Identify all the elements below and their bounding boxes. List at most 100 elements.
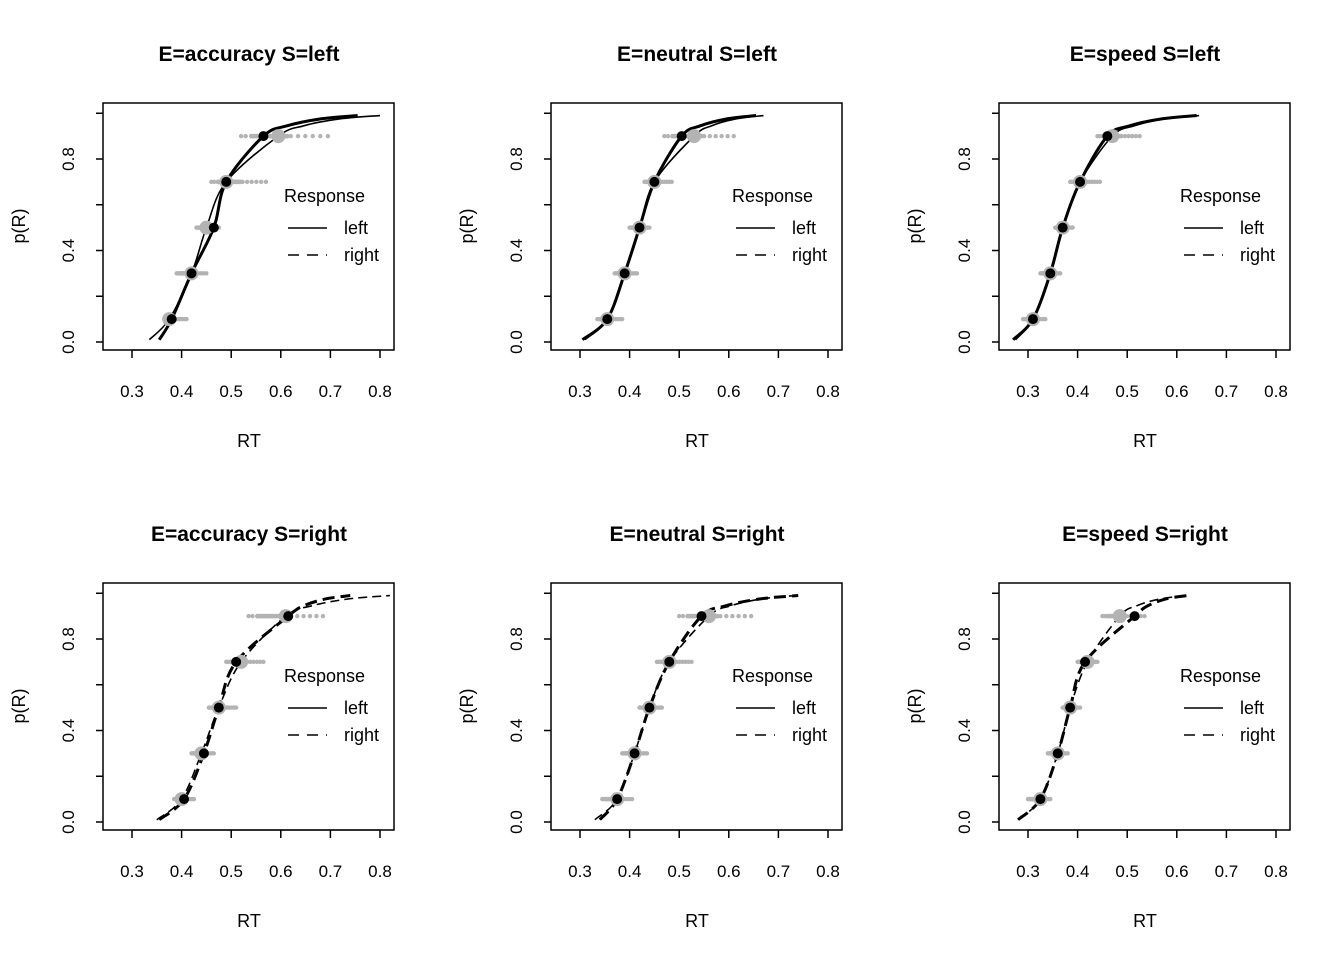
y-tick-label: 0.4 — [59, 239, 78, 263]
simulated-quantile-dot — [742, 613, 747, 619]
simulated-quantile-dot — [249, 179, 254, 185]
simulated-quantile-dot — [659, 705, 665, 710]
x-tick-label: 0.5 — [219, 382, 243, 401]
observed-cdf-line — [157, 114, 358, 341]
simulated-quantile-dot — [184, 316, 189, 322]
panel-title: E=speed S=left — [1070, 43, 1221, 66]
simulated-quantile-dot — [1142, 613, 1147, 619]
x-tick-label: 0.4 — [170, 382, 194, 401]
panel-title: E=neutral S=right — [609, 523, 784, 546]
observed-quantile-point — [619, 268, 630, 279]
x-tick-label: 0.8 — [1264, 862, 1288, 881]
observed-quantile-point — [208, 222, 219, 233]
observed-quantile-point — [1129, 611, 1140, 622]
observed-quantile-point — [166, 314, 177, 325]
simulated-quantile-dot — [204, 271, 209, 276]
observed-quantile-point — [1057, 222, 1068, 233]
x-tick-label: 0.4 — [1066, 382, 1090, 401]
x-tick-label: 0.7 — [767, 382, 791, 401]
simulated-quantile-dot — [233, 705, 239, 710]
simulated-quantile-dot — [669, 179, 674, 185]
observed-quantile-point — [664, 656, 675, 667]
observed-quantile-point — [1027, 314, 1038, 325]
simulated-quantile-dot — [713, 133, 718, 139]
y-tick-label: 0.4 — [507, 239, 526, 263]
simulated-quantile-dot — [644, 751, 650, 756]
simulated-quantile-dot — [240, 179, 245, 185]
x-tick-label: 0.3 — [120, 382, 144, 401]
y-axis-label: p(R) — [9, 209, 29, 244]
observed-quantile-point — [1052, 748, 1063, 759]
simulated-quantile-dot — [677, 613, 682, 619]
x-tick-label: 0.3 — [568, 382, 592, 401]
panel-title: E=accuracy S=right — [151, 523, 347, 546]
simulated-quantile-dot — [1097, 179, 1103, 185]
simulated-quantile-dot — [211, 751, 217, 756]
x-tick-label: 0.6 — [1165, 862, 1189, 881]
x-tick-label: 0.6 — [717, 862, 741, 881]
x-axis-label: RT — [685, 911, 709, 931]
predicted-quantile-point — [701, 609, 716, 624]
legend-entry-right: right — [344, 245, 379, 265]
observed-quantile-point — [612, 794, 623, 805]
observed-cdf-line — [598, 594, 799, 821]
simulated-quantile-dot — [707, 133, 713, 139]
simulated-quantile-dot — [254, 659, 260, 665]
simulated-quantile-dot — [1065, 751, 1070, 756]
simulated-quantile-dot — [1070, 225, 1075, 230]
simulated-quantile-dot — [680, 613, 686, 619]
simulated-quantile-dot — [724, 613, 729, 619]
simulated-quantile-dot — [238, 133, 244, 139]
x-tick-label: 0.7 — [767, 862, 791, 881]
x-tick-label: 0.6 — [1165, 382, 1189, 401]
x-tick-label: 0.7 — [319, 382, 343, 401]
panel-title: E=neutral S=left — [617, 43, 777, 66]
x-tick-label: 0.5 — [1115, 382, 1139, 401]
simulated-quantile-dot — [689, 659, 694, 665]
simulated-quantile-dot — [748, 613, 754, 619]
legend-entry-left: left — [1240, 218, 1264, 238]
y-tick-label: 0.8 — [507, 147, 526, 171]
x-tick-label: 0.8 — [368, 862, 392, 881]
y-tick-label: 0.0 — [59, 810, 78, 834]
simulated-quantile-dot — [1130, 133, 1135, 139]
simulated-quantile-dot — [662, 133, 667, 139]
x-tick-label: 0.3 — [1016, 862, 1040, 881]
panel-title: E=speed S=right — [1062, 523, 1228, 546]
observed-cdf-line — [158, 594, 351, 821]
y-tick-label: 0.4 — [955, 239, 974, 263]
x-tick-label: 0.3 — [120, 862, 144, 881]
legend-entry-right: right — [792, 245, 827, 265]
simulated-quantile-dot — [1133, 133, 1139, 139]
observed-quantile-point — [1035, 794, 1046, 805]
simulated-quantile-dot — [191, 796, 197, 802]
simulated-quantile-dot — [212, 179, 217, 185]
y-tick-label: 0.4 — [955, 719, 974, 743]
simulated-quantile-dot — [288, 133, 293, 139]
predicted-cdf-line — [1014, 114, 1200, 341]
x-tick-label: 0.4 — [618, 382, 642, 401]
observed-quantile-point — [258, 131, 269, 142]
x-axis-label: RT — [237, 911, 261, 931]
panel: E=speed S=left 0.3 0.4 0.5 0.6 0.7 0.8 0.0 0.4 0.… — [905, 43, 1291, 451]
observed-quantile-point — [644, 702, 655, 713]
observed-quantile-point — [283, 611, 294, 622]
observed-quantile-point — [634, 222, 645, 233]
x-tick-label: 0.7 — [1215, 862, 1239, 881]
simulated-quantile-dot — [254, 179, 259, 185]
panel: E=neutral S=right 0.3 0.4 0.5 0.6 0.7 0.8 0.0 0.… — [457, 523, 843, 931]
simulated-quantile-dot — [263, 179, 269, 185]
simulated-quantile-dot — [251, 659, 256, 665]
y-axis-label: p(R) — [457, 689, 477, 724]
x-tick-label: 0.8 — [816, 862, 840, 881]
x-axis-label: RT — [685, 431, 709, 451]
simulated-quantile-dot — [295, 613, 300, 619]
y-axis-label: p(R) — [9, 689, 29, 724]
simulated-quantile-dot — [258, 179, 264, 185]
predicted-quantile-point — [271, 129, 286, 144]
observed-quantile-point — [1102, 131, 1113, 142]
x-tick-label: 0.5 — [667, 382, 691, 401]
y-tick-label: 0.4 — [59, 719, 78, 743]
x-tick-label: 0.7 — [319, 862, 343, 881]
simulated-quantile-dot — [318, 133, 323, 139]
